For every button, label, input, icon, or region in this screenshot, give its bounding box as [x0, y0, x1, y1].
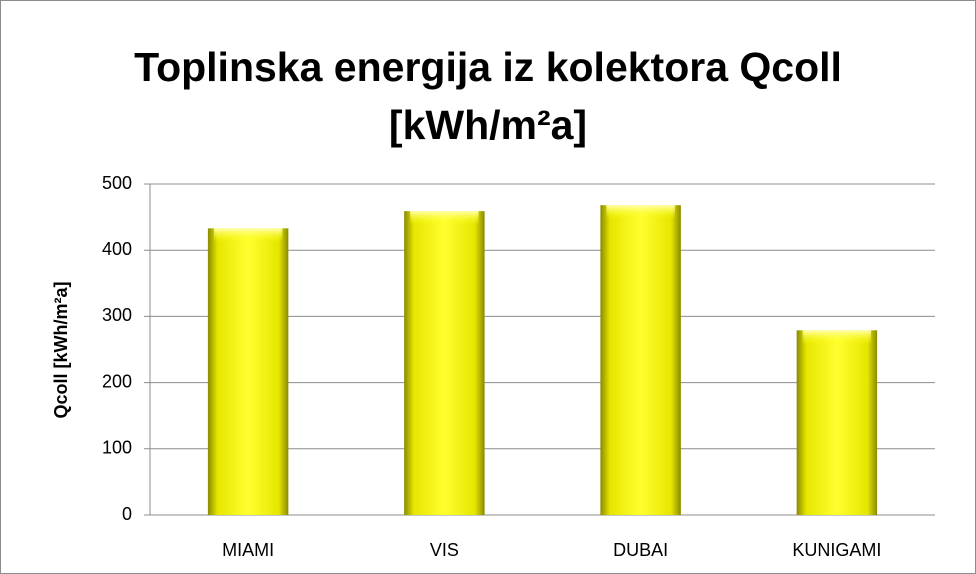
bar: [796, 330, 878, 515]
bar-highlight: [213, 228, 283, 243]
x-tick-label: DUBAI: [613, 540, 668, 560]
y-axis-label: Qcoll [kWh/m²a]: [51, 281, 71, 418]
bar: [404, 211, 485, 515]
chart-title: Toplinska energija iz kolektora Qcoll [k…: [134, 44, 842, 148]
x-tick-label: MIAMI: [222, 540, 274, 560]
x-tick-label: VIS: [430, 540, 459, 560]
bar-highlight: [802, 330, 872, 345]
bar-highlight: [410, 211, 479, 226]
y-tick-label: 500: [102, 173, 132, 193]
bar: [207, 228, 289, 515]
y-tick-label: 0: [122, 504, 132, 524]
bar-highlight: [606, 205, 675, 220]
y-tick-label: 400: [102, 239, 132, 259]
y-tick-label: 300: [102, 305, 132, 325]
y-tick-label: 100: [102, 438, 132, 458]
x-tick-label: KUNIGAMI: [792, 540, 881, 560]
y-tick-label: 200: [102, 371, 132, 391]
bar: [600, 205, 681, 515]
